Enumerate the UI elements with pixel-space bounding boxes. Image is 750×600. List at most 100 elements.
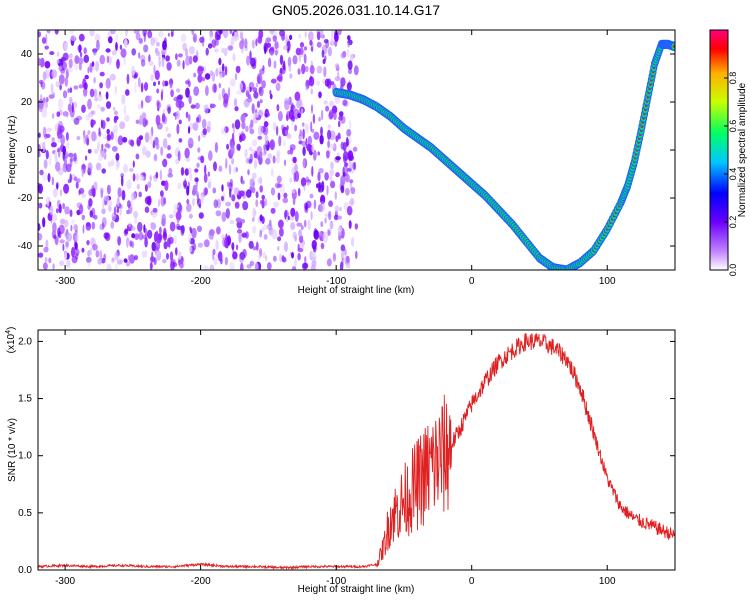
noise-speck <box>349 135 352 145</box>
noise-speck <box>249 178 255 188</box>
noise-speck <box>275 156 279 162</box>
noise-speck <box>320 109 324 121</box>
noise-speck <box>65 141 70 150</box>
noise-speck <box>38 152 41 158</box>
noise-speck <box>340 52 347 59</box>
noise-speck <box>345 262 351 269</box>
noise-speck <box>332 252 336 262</box>
noise-speck <box>101 208 106 215</box>
noise-speck <box>297 252 301 261</box>
noise-speck <box>216 226 221 235</box>
noise-speck <box>86 256 92 263</box>
noise-speck <box>110 73 114 81</box>
noise-speck <box>294 91 301 102</box>
noise-speck <box>287 56 292 67</box>
noise-speck <box>99 250 103 260</box>
noise-speck <box>106 55 110 64</box>
noise-speck <box>162 259 167 264</box>
noise-speck <box>66 232 73 242</box>
noise-speck <box>316 31 321 41</box>
noise-speck <box>81 247 85 253</box>
noise-speck <box>228 164 232 175</box>
noise-speck <box>45 239 49 249</box>
noise-speck <box>239 251 246 261</box>
noise-speck <box>340 141 345 150</box>
noise-speck <box>269 139 275 151</box>
y-tick-label: 0.5 <box>18 508 32 519</box>
noise-speck <box>264 134 269 146</box>
noise-speck <box>160 190 164 198</box>
noise-speck <box>255 38 258 47</box>
noise-speck <box>40 94 43 101</box>
y-tick-label: 0 <box>26 145 32 156</box>
noise-speck <box>177 94 184 100</box>
noise-speck <box>74 248 80 256</box>
noise-speck <box>297 187 301 197</box>
noise-speck <box>269 90 272 95</box>
noise-speck <box>342 172 346 177</box>
noise-speck <box>301 140 306 147</box>
noise-speck <box>231 194 236 202</box>
noise-speck <box>103 148 107 153</box>
noise-speck <box>323 100 328 105</box>
noise-speck <box>89 247 93 256</box>
noise-speck <box>246 55 250 66</box>
noise-speck <box>152 207 158 213</box>
noise-speck <box>40 81 43 88</box>
noise-speck <box>253 112 259 118</box>
noise-speck <box>318 184 324 193</box>
noise-speck <box>313 131 320 140</box>
noise-speck <box>337 120 341 128</box>
noise-speck <box>252 225 257 234</box>
noise-speck <box>278 135 282 147</box>
noise-speck <box>52 222 57 233</box>
noise-speck <box>344 162 349 167</box>
noise-speck <box>292 55 298 65</box>
noise-speck <box>229 261 235 270</box>
noise-speck <box>42 217 46 228</box>
noise-speck <box>202 128 207 136</box>
noise-speck <box>167 133 172 138</box>
noise-speck <box>273 255 277 262</box>
noise-speck <box>251 63 257 70</box>
noise-speck <box>317 171 321 182</box>
colorbar-tick-label: 0.8 <box>728 72 738 85</box>
noise-speck <box>276 183 283 188</box>
noise-speck <box>224 256 228 266</box>
noise-speck <box>204 73 211 80</box>
snr-line <box>38 333 675 570</box>
noise-speck <box>236 244 239 251</box>
noise-speck <box>56 111 61 117</box>
noise-speck <box>67 67 74 73</box>
noise-speck <box>169 221 176 232</box>
noise-speck <box>277 246 280 251</box>
noise-speck <box>325 39 330 49</box>
noise-speck <box>246 264 252 269</box>
noise-speck <box>200 155 205 164</box>
noise-speck <box>96 39 100 51</box>
noise-speck <box>47 173 51 183</box>
noise-speck <box>241 180 245 185</box>
noise-speck <box>197 198 202 207</box>
noise-speck <box>316 65 323 74</box>
noise-speck <box>56 148 60 153</box>
noise-speck <box>232 53 236 62</box>
noise-speck <box>119 207 122 216</box>
noise-speck <box>234 119 241 130</box>
noise-speck <box>190 104 196 109</box>
noise-speck <box>115 263 118 270</box>
noise-speck <box>199 36 205 44</box>
noise-speck <box>108 36 113 44</box>
noise-speck <box>162 108 165 114</box>
noise-speck <box>156 88 160 94</box>
noise-speck <box>194 168 199 173</box>
noise-speck <box>38 57 41 66</box>
noise-speck <box>133 73 138 79</box>
y-tick-label: 0.0 <box>18 565 32 576</box>
noise-speck <box>248 146 253 152</box>
noise-speck <box>53 188 58 198</box>
noise-speck <box>62 202 65 210</box>
noise-speck <box>44 45 49 50</box>
noise-speck <box>81 214 86 221</box>
noise-speck <box>311 128 315 133</box>
